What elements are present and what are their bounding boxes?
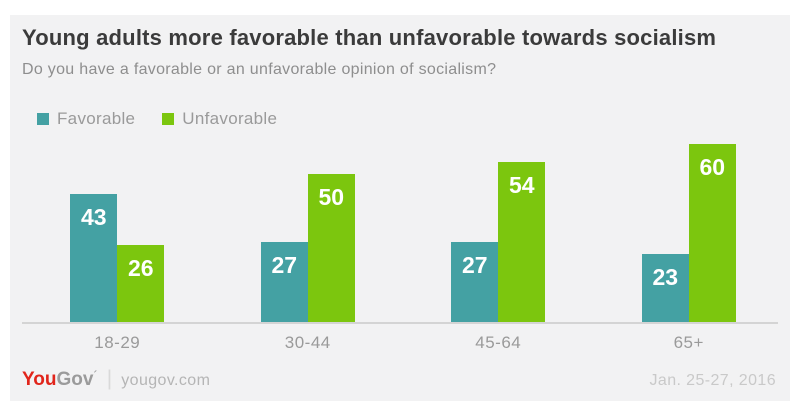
bar-value-label: 60 bbox=[699, 154, 726, 180]
bar-unfavorable-30-44: 50 bbox=[307, 174, 355, 322]
bar-unfavorable-65+: 60 bbox=[688, 144, 736, 322]
x-axis-label-45-64: 45-64 bbox=[475, 333, 522, 352]
legend-item-favorable: Favorable bbox=[37, 109, 135, 129]
chart-legend: Favorable Unfavorable bbox=[37, 109, 277, 129]
logo-you: You bbox=[22, 369, 57, 390]
chart-title: Young adults more favorable than unfavor… bbox=[22, 25, 717, 50]
x-axis-labels: 18-29 30-44 45-64 65+ bbox=[22, 333, 784, 353]
bar-value-label: 23 bbox=[652, 264, 679, 290]
bar-group-45-64: 27 54 bbox=[403, 144, 594, 322]
legend-label: Favorable bbox=[57, 109, 136, 128]
chart-panel: Young adults more favorable than unfavor… bbox=[10, 15, 790, 401]
bar-unfavorable-45-64: 54 bbox=[498, 162, 546, 322]
bar-value-label: 50 bbox=[318, 184, 345, 210]
footer: You Gov ´ | yougov.com Jan. 25-27, 2016 bbox=[22, 367, 776, 391]
x-axis-label-18-29: 18-29 bbox=[94, 333, 141, 352]
bar-value-label: 54 bbox=[508, 172, 535, 198]
date-range: Jan. 25-27, 2016 bbox=[649, 372, 776, 389]
bar-group-18-29: 43 26 bbox=[22, 144, 213, 322]
logo-divider: | bbox=[106, 367, 113, 390]
logo-mark: ´ bbox=[93, 368, 98, 383]
bar-group-30-44: 27 50 bbox=[213, 144, 404, 322]
legend-swatch-favorable bbox=[37, 113, 49, 125]
bar-favorable-18-29: 43 bbox=[70, 194, 118, 322]
x-axis-label-65+: 65+ bbox=[673, 333, 704, 352]
logo-gov: Gov bbox=[56, 369, 94, 390]
legend-item-unfavorable: Unfavorable bbox=[162, 109, 277, 129]
bar-value-label: 27 bbox=[461, 252, 488, 278]
x-axis-label-30-44: 30-44 bbox=[284, 333, 331, 352]
yougov-url: yougov.com bbox=[121, 372, 211, 389]
plot-area: 43 26 27 50 27 54 23 60 bbox=[22, 144, 784, 322]
bar-favorable-30-44: 27 bbox=[260, 242, 308, 322]
legend-swatch-unfavorable bbox=[162, 113, 175, 125]
x-axis-line bbox=[22, 322, 778, 324]
bar-favorable-65+: 23 bbox=[641, 254, 689, 322]
bar-group-65+: 23 60 bbox=[594, 144, 785, 322]
bar-value-label: 26 bbox=[127, 255, 154, 281]
bar-value-label: 43 bbox=[80, 204, 107, 230]
bar-favorable-45-64: 27 bbox=[451, 242, 499, 322]
chart-subtitle: Do you have a favorable or an unfavorabl… bbox=[22, 61, 497, 78]
yougov-logo: You Gov ´ | yougov.com bbox=[22, 367, 210, 391]
legend-label: Unfavorable bbox=[182, 109, 278, 128]
bar-value-label: 27 bbox=[271, 252, 298, 278]
bar-unfavorable-18-29: 26 bbox=[117, 245, 165, 322]
